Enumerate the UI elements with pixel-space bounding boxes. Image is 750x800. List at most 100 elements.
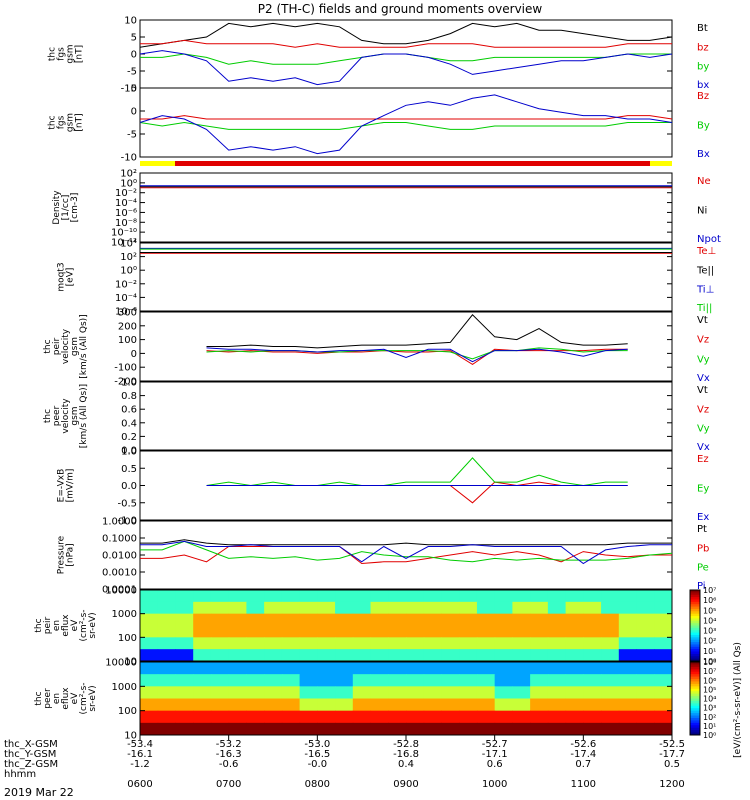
colorbar-cell — [690, 644, 700, 648]
heatmap-cell — [618, 637, 638, 650]
heatmap-cell — [281, 601, 301, 615]
heatmap-cell — [157, 601, 176, 615]
colorbar-cell — [690, 691, 700, 695]
legend-entry: Bx — [697, 149, 710, 160]
heatmap-cell — [512, 686, 531, 699]
legend-entry: Vx — [697, 442, 710, 453]
heatmap-cell — [476, 674, 496, 687]
colorbar-cell — [690, 608, 700, 612]
heatmap-cell — [636, 625, 655, 638]
colorbar-cell — [690, 597, 700, 600]
heatmap-cell — [228, 625, 247, 638]
colorbar-cell — [690, 594, 700, 598]
heatmap-cell — [547, 590, 567, 603]
ytick-label: 10⁻⁶ — [115, 208, 137, 219]
heatmap-cell — [512, 613, 531, 626]
ytick-label: -100 — [114, 363, 137, 374]
colorbar-cell — [690, 671, 700, 675]
heatmap-cell — [441, 686, 460, 699]
heatmap-cell — [210, 674, 230, 687]
legend-entry: Ex — [697, 512, 709, 523]
heatmap-cell — [317, 674, 336, 687]
heatmap-cell — [281, 649, 301, 662]
heatmap-cell — [530, 722, 549, 736]
heatmap-cell — [335, 601, 354, 615]
legend-entry: Pt — [697, 524, 707, 535]
heatmap-cell — [317, 686, 336, 699]
colorbar-cell — [690, 676, 700, 680]
coord-row-name: thc_Y-GSM — [4, 749, 56, 760]
colorbar-tick-label: 10² — [703, 713, 716, 722]
mode-bar-segment — [175, 161, 650, 166]
ylabel-line: peer — [43, 688, 53, 709]
colorbar-tick-label: 10⁰ — [703, 657, 716, 666]
heatmap-cell — [476, 590, 496, 603]
colorbar-cell — [690, 637, 700, 641]
legend-entry: by — [697, 62, 709, 73]
heatmap-cell — [583, 698, 602, 712]
heatmap-cell — [370, 625, 389, 638]
heatmap-cell — [601, 710, 620, 724]
heatmap-cell — [335, 637, 354, 650]
heatmap-cell — [494, 686, 513, 699]
heatmap-cell — [530, 625, 549, 638]
heatmap-cell — [228, 613, 247, 626]
heatmap-cell — [494, 637, 513, 650]
heatmap-cell — [459, 686, 478, 699]
heatmap-cell — [264, 601, 283, 615]
heatmap-cell — [654, 722, 673, 736]
heatmap-cell — [175, 662, 194, 675]
colorbar-tick-label: 10¹ — [703, 647, 716, 656]
ylabel-line: thc — [43, 409, 53, 423]
heatmap-cell — [352, 722, 372, 736]
ylabel-line: [nT] — [75, 45, 85, 63]
ytick-label: 10⁻⁴ — [115, 293, 137, 304]
ylabel-line: fgs — [57, 47, 67, 61]
heatmap-cell — [583, 625, 602, 638]
heatmap-cell — [281, 625, 301, 638]
heatmap-cell — [352, 601, 372, 615]
coord-value: 0.5 — [664, 759, 680, 770]
heatmap-cell — [601, 722, 620, 736]
colorbar-cell — [690, 616, 700, 619]
ylabel-line: [cm-3] — [70, 193, 80, 223]
heatmap-cell — [618, 601, 638, 615]
heatmap-cell — [299, 637, 318, 650]
heatmap-cell — [530, 698, 549, 712]
heatmap-cell — [210, 590, 230, 603]
heatmap-cell — [618, 674, 638, 687]
heatmap-cell — [423, 637, 442, 650]
ylabel-line: gsm — [70, 406, 80, 425]
heatmap-cell — [317, 722, 336, 736]
coord-value: -52.5 — [659, 739, 685, 750]
colorbar-cell — [690, 627, 700, 631]
heatmap-cell — [530, 613, 549, 626]
ylabel-line: (cm²-s- — [79, 682, 89, 714]
coord-value: 0.4 — [398, 759, 414, 770]
colorbar-tick-label: 10³ — [703, 627, 716, 636]
heatmap-cell — [388, 637, 407, 650]
heatmap-cell — [441, 613, 460, 626]
colorbar-cell — [690, 674, 700, 678]
heatmap-cell — [459, 601, 478, 615]
heatmap-cell — [246, 637, 265, 650]
ylabel-line: velocity — [61, 328, 71, 364]
ytick-label: 10⁻¹² — [111, 238, 137, 249]
coord-value: -52.7 — [482, 739, 508, 750]
legend-entry: Ti⊥ — [696, 285, 714, 296]
coord-value: -16.5 — [304, 749, 330, 760]
ytick-label: 10⁻¹⁰ — [111, 228, 137, 239]
panel-10: thcpeerenefluxeV(cm²-s-sr-eV) 10000 1000 10… — [34, 658, 673, 742]
heatmap-cell — [512, 625, 531, 638]
heatmap-cell — [547, 722, 567, 736]
heatmap-cell — [335, 649, 354, 662]
heatmap-cell — [140, 662, 159, 675]
heatmap-cell — [264, 649, 283, 662]
heatmap-cell — [228, 662, 247, 675]
heatmap-cell — [654, 649, 673, 662]
heatmap-cell — [601, 649, 620, 662]
heatmap-cell — [335, 722, 354, 736]
heatmap-cell — [654, 613, 673, 626]
heatmap-cell — [565, 590, 584, 603]
heatmap-cell — [370, 662, 389, 675]
